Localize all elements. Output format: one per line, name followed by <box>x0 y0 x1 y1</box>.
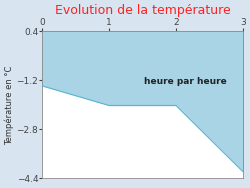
Text: heure par heure: heure par heure <box>144 77 227 86</box>
Title: Evolution de la température: Evolution de la température <box>55 4 231 17</box>
Y-axis label: Température en °C: Température en °C <box>4 65 14 145</box>
